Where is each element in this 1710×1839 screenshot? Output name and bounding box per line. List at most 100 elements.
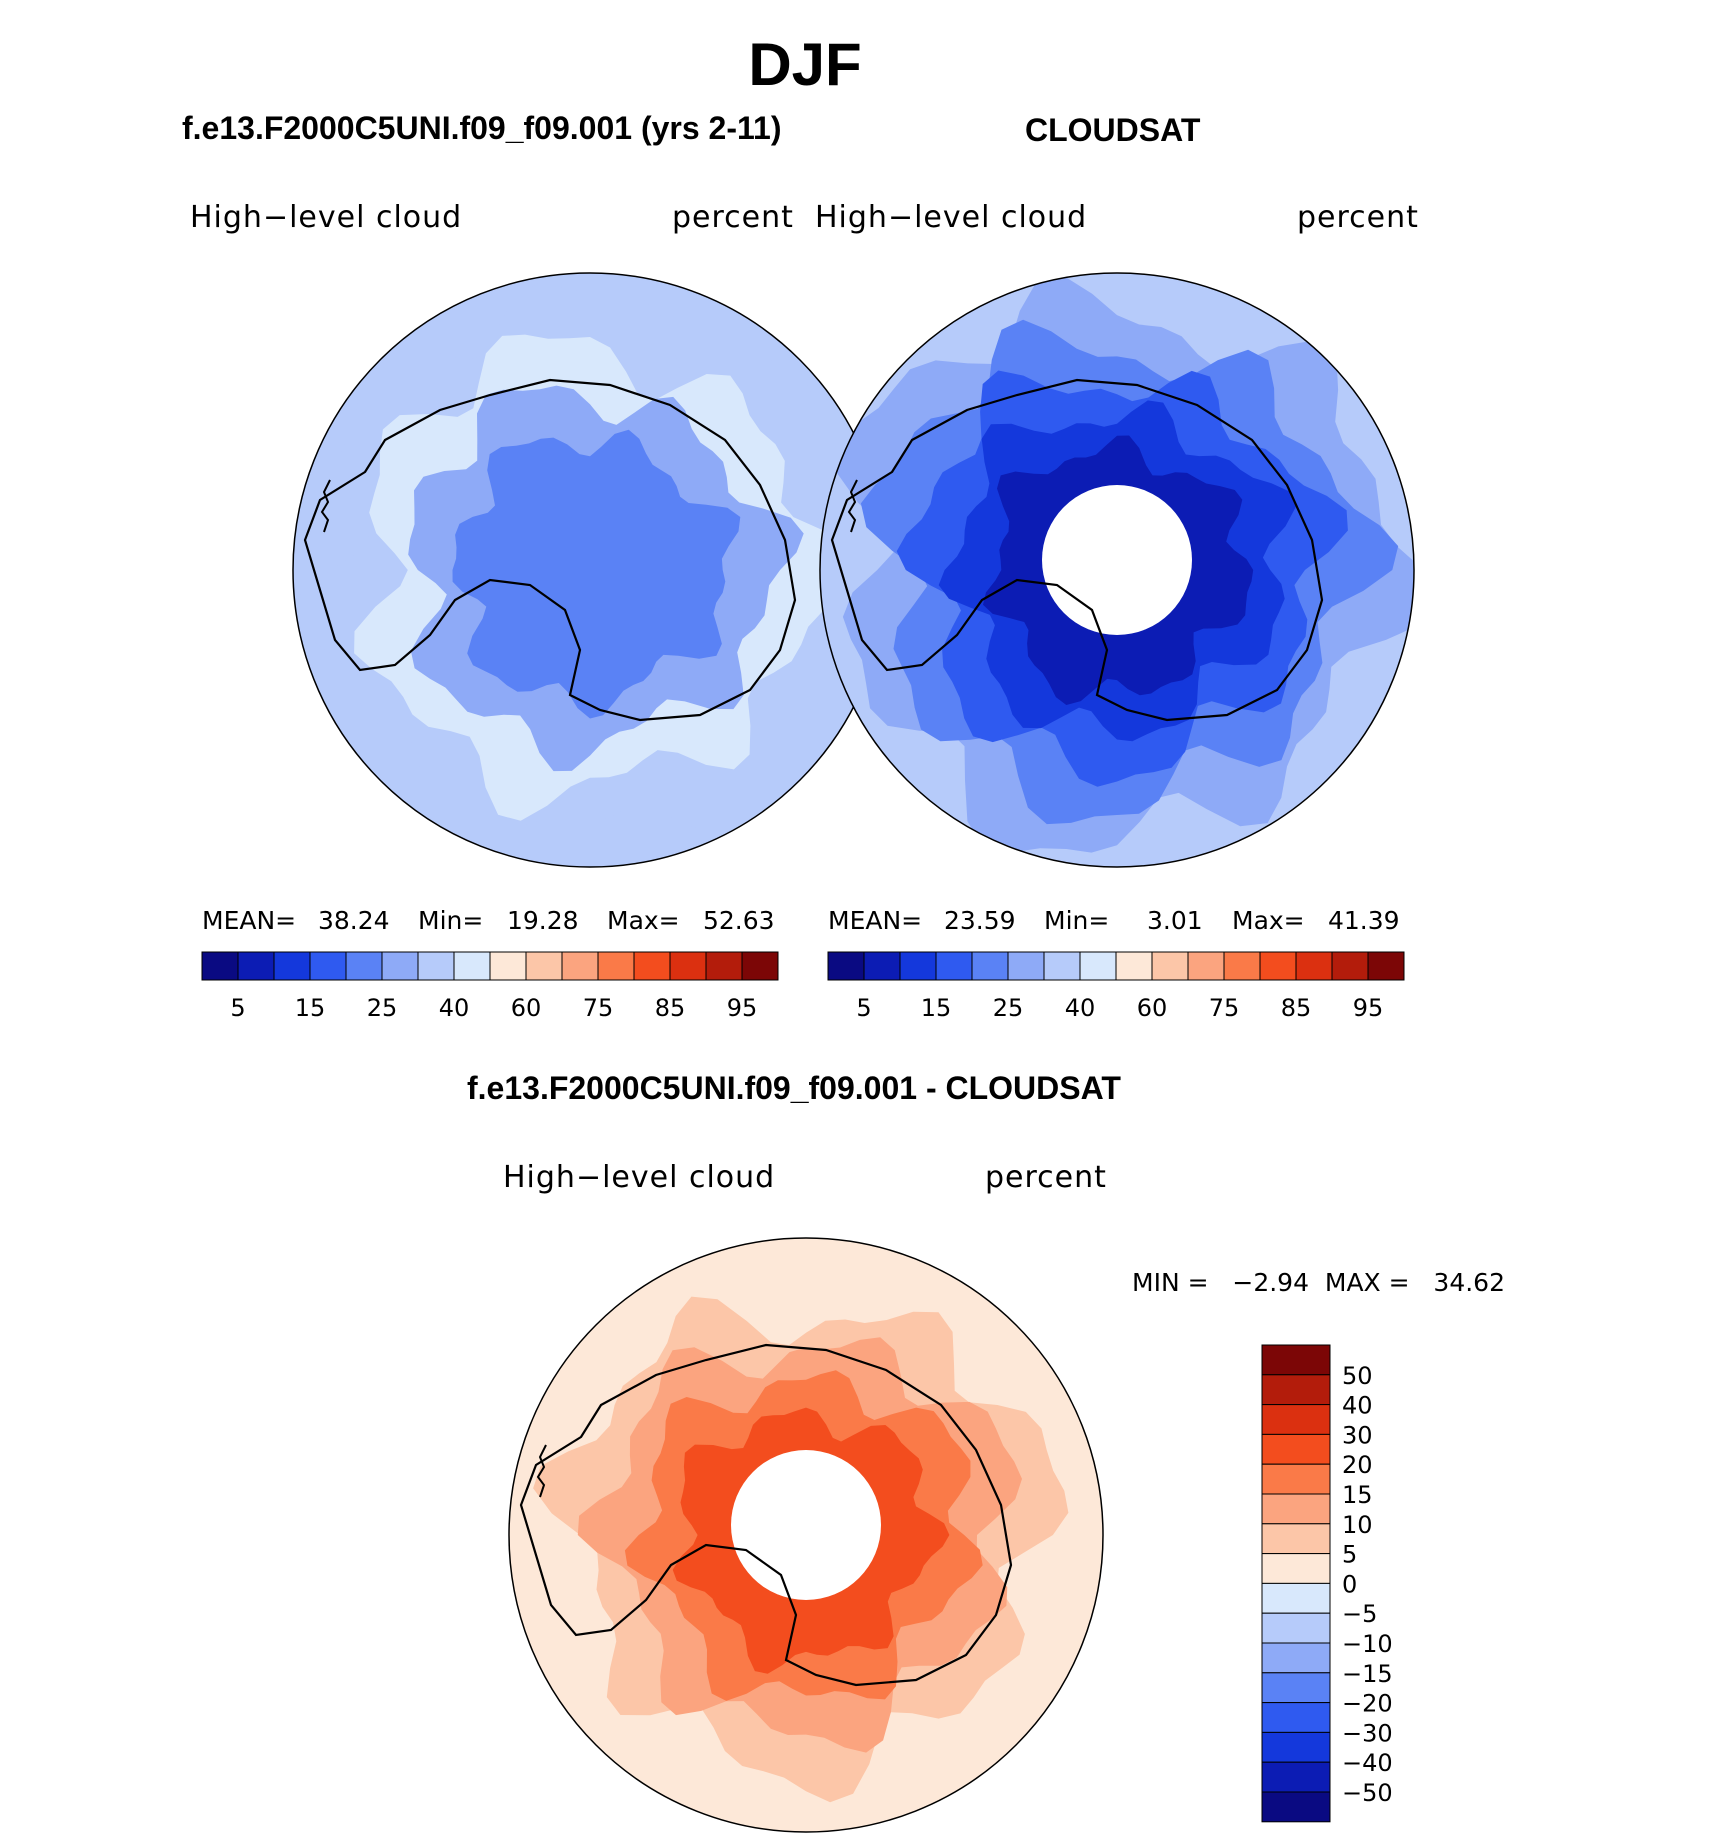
colorbar-tick-label: 60 xyxy=(511,994,542,1022)
left-mean-label: MEAN= xyxy=(202,906,297,935)
right-variable-label: High−level cloud xyxy=(815,200,1088,235)
map-border xyxy=(508,1237,1104,1833)
colorbar-tick-label: −20 xyxy=(1342,1690,1393,1718)
peninsula-islands xyxy=(320,479,331,533)
right-panel-title: CLOUDSAT xyxy=(1025,112,1201,148)
colorbar-swatch xyxy=(273,951,311,981)
colorbar-swatch xyxy=(309,951,347,981)
colorbar-tick-label: 60 xyxy=(1137,994,1168,1022)
colorbar-swatch xyxy=(1261,1523,1331,1555)
colorbar-swatch xyxy=(935,951,973,981)
map-field xyxy=(509,1238,1103,1832)
colorbar-swatch xyxy=(597,951,635,981)
right-units-label: percent xyxy=(1297,200,1419,235)
left-polar-map xyxy=(292,272,888,868)
colorbar-swatch xyxy=(1115,951,1153,981)
colorbar-tick-label: 95 xyxy=(727,994,758,1022)
right-max-label: Max= xyxy=(1232,906,1305,935)
missing-data-hole xyxy=(731,1450,881,1600)
colorbar-swatch xyxy=(1261,1582,1331,1614)
colorbar-swatch xyxy=(1151,951,1189,981)
colorbar-tick-label: −10 xyxy=(1342,1630,1393,1658)
diff-panel-title: f.e13.F2000C5UNI.f09_f09.001 - CLOUDSAT xyxy=(467,1070,1121,1106)
peninsula-islands xyxy=(847,479,858,533)
colorbar-swatch xyxy=(1261,1344,1331,1376)
colorbar-swatch xyxy=(1261,1463,1331,1495)
colorbar-swatch xyxy=(1187,951,1225,981)
map-field xyxy=(293,273,887,867)
right-polar-map xyxy=(819,272,1415,868)
colorbar-tick-label: −15 xyxy=(1342,1660,1393,1688)
colorbar-tick-label: 15 xyxy=(1342,1481,1373,1509)
colorbar-swatch xyxy=(1261,1493,1331,1525)
right-colorbar: 5 15 25 40 60 75 85 95 xyxy=(827,951,1405,1022)
colorbar-swatch xyxy=(741,951,779,981)
colorbar-swatch xyxy=(1261,1761,1331,1793)
right-mean-label: MEAN= xyxy=(828,906,923,935)
colorbar-swatch xyxy=(1007,951,1045,981)
missing-data-hole xyxy=(1042,485,1192,635)
colorbar-swatch xyxy=(525,951,563,981)
colorbar-swatch xyxy=(1261,1433,1331,1465)
colorbar-swatch xyxy=(971,951,1009,981)
colorbar-tick-label: −5 xyxy=(1342,1600,1377,1628)
colorbar-swatch xyxy=(561,951,599,981)
left-variable-label: High−level cloud xyxy=(190,200,463,235)
left-mean-value: 38.24 xyxy=(318,906,390,935)
colorbar-tick-label: 85 xyxy=(655,994,686,1022)
colorbar-swatch xyxy=(1261,1404,1331,1435)
colorbar-tick-label: 85 xyxy=(1281,994,1312,1022)
diff-min-max-label: MIN = −2.94 MAX = 34.62 xyxy=(1132,1268,1505,1297)
colorbar-tick-label: −40 xyxy=(1342,1749,1393,1777)
colorbar-swatch xyxy=(705,951,743,981)
colorbar-swatch xyxy=(1043,951,1081,981)
colorbar-swatch xyxy=(863,951,901,981)
figure-title: DJF xyxy=(748,31,862,98)
right-mean-value: 23.59 xyxy=(944,906,1016,935)
map-field xyxy=(820,273,1414,867)
colorbar-tick-label: 25 xyxy=(367,994,398,1022)
colorbar-tick-label: 5 xyxy=(1342,1541,1357,1569)
colorbar-tick-label: −30 xyxy=(1342,1719,1393,1747)
colorbar-swatch xyxy=(1261,1553,1331,1584)
colorbar-tick-label: 75 xyxy=(583,994,614,1022)
colorbar-swatch xyxy=(1261,1374,1331,1406)
left-max-value: 52.63 xyxy=(703,906,775,935)
colorbar-swatch xyxy=(669,951,707,981)
right-min-label: Min= xyxy=(1044,906,1110,935)
colorbar-tick-label: 40 xyxy=(1342,1392,1373,1420)
left-units-label: percent xyxy=(672,200,794,235)
colorbar-swatch xyxy=(201,951,239,981)
diff-variable-label: High−level cloud xyxy=(503,1160,776,1195)
colorbar-swatch xyxy=(345,951,383,981)
right-max-value: 41.39 xyxy=(1328,906,1400,935)
colorbar-tick-label: 30 xyxy=(1342,1421,1373,1449)
left-max-label: Max= xyxy=(607,906,680,935)
colorbar-swatch xyxy=(1367,951,1405,981)
contour-band-30 xyxy=(452,429,741,719)
colorbar-tick-label: 75 xyxy=(1209,994,1240,1022)
colorbar-tick-label: −50 xyxy=(1342,1779,1393,1807)
colorbar-swatch xyxy=(1079,951,1117,981)
colorbar-tick-label: 15 xyxy=(295,994,326,1022)
colorbar-swatch xyxy=(381,951,419,981)
colorbar-tick-label: 15 xyxy=(921,994,952,1022)
difference-polar-map xyxy=(508,1237,1104,1833)
colorbar-swatch xyxy=(417,951,455,981)
colorbar-swatch xyxy=(1261,1642,1331,1674)
colorbar-tick-label: 40 xyxy=(1065,994,1096,1022)
colorbar-tick-label: 5 xyxy=(230,994,245,1022)
colorbar-tick-label: 50 xyxy=(1342,1362,1373,1390)
left-min-label: Min= xyxy=(418,906,484,935)
colorbar-swatch xyxy=(827,951,865,981)
colorbar-tick-label: 40 xyxy=(439,994,470,1022)
map-border xyxy=(819,272,1415,868)
colorbar-tick-label: 0 xyxy=(1342,1570,1357,1598)
colorbar-swatch xyxy=(633,951,671,981)
colorbar-swatch xyxy=(1261,1791,1331,1823)
colorbar-swatch xyxy=(1261,1612,1331,1644)
colorbar-tick-label: 5 xyxy=(856,994,871,1022)
left-min-value: 19.28 xyxy=(507,906,579,935)
